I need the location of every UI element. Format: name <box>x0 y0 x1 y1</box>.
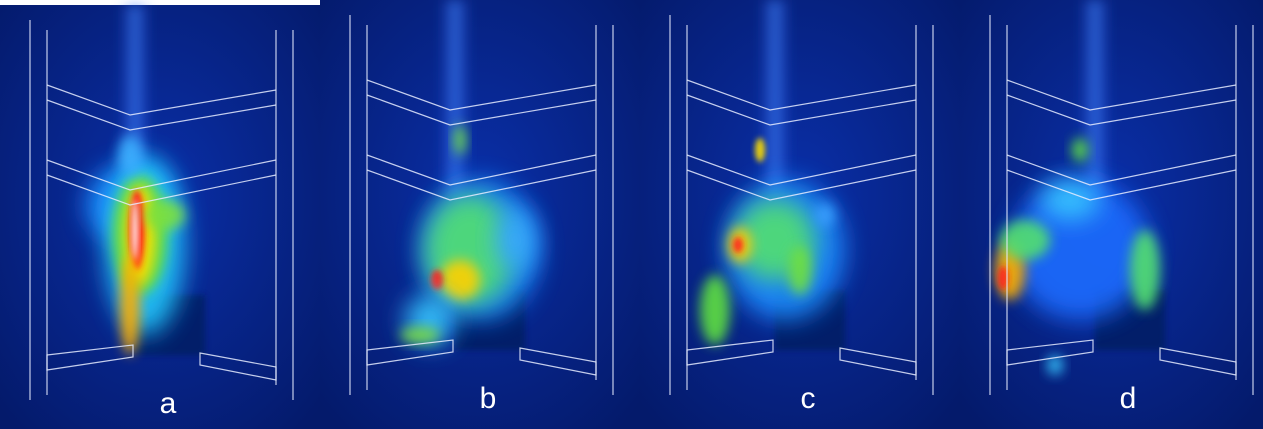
heat-spot <box>1000 220 1050 260</box>
outline <box>1159 347 1237 376</box>
outline <box>46 344 134 371</box>
plume-beam <box>440 0 470 200</box>
heat-spot <box>132 200 138 260</box>
heat-spot <box>120 255 140 355</box>
heat-spot <box>700 275 730 345</box>
outline <box>1006 154 1237 186</box>
heat-spot <box>815 203 835 227</box>
outline <box>686 154 917 186</box>
heat-spot <box>400 327 440 343</box>
outline <box>1006 94 1237 126</box>
outline <box>46 99 277 131</box>
outline <box>1006 339 1094 366</box>
outline <box>366 154 597 186</box>
outline <box>519 347 597 376</box>
panel: b <box>320 0 640 429</box>
heat-spot <box>788 245 812 295</box>
heat-spot <box>118 135 142 175</box>
heat-spot <box>495 210 535 270</box>
outline <box>686 94 917 126</box>
outline <box>1006 169 1237 201</box>
heat-spot <box>733 237 743 253</box>
panel: a <box>0 5 320 429</box>
outline <box>366 94 597 126</box>
heat-spot <box>431 270 443 290</box>
heat-spot <box>454 125 466 155</box>
outline <box>366 169 597 201</box>
heat-spot <box>145 200 185 230</box>
outline <box>46 84 277 116</box>
outline <box>46 159 277 191</box>
heat-spot <box>1040 180 1100 220</box>
panel: d <box>960 0 1263 429</box>
panel-label: a <box>160 387 177 420</box>
outline <box>686 79 917 111</box>
heat-spot <box>998 266 1008 290</box>
panel: c <box>640 0 960 429</box>
panel-label: c <box>801 382 816 415</box>
outline <box>366 339 454 366</box>
heat-spot <box>1047 355 1063 375</box>
outline <box>199 352 277 381</box>
outline <box>46 174 277 206</box>
heat-spot <box>440 260 480 300</box>
panel-label: d <box>1120 382 1137 415</box>
panel-label: b <box>480 382 497 415</box>
outline <box>839 347 917 376</box>
outline <box>366 79 597 111</box>
heat-spot <box>755 138 765 162</box>
plume-beam <box>1080 0 1110 200</box>
heat-spot <box>1010 180 1150 320</box>
heat-spot <box>1130 230 1160 310</box>
outline <box>686 339 774 366</box>
heat-spot <box>1072 138 1088 162</box>
plume-beam <box>760 0 790 200</box>
outline <box>1006 79 1237 111</box>
outline <box>686 169 917 201</box>
